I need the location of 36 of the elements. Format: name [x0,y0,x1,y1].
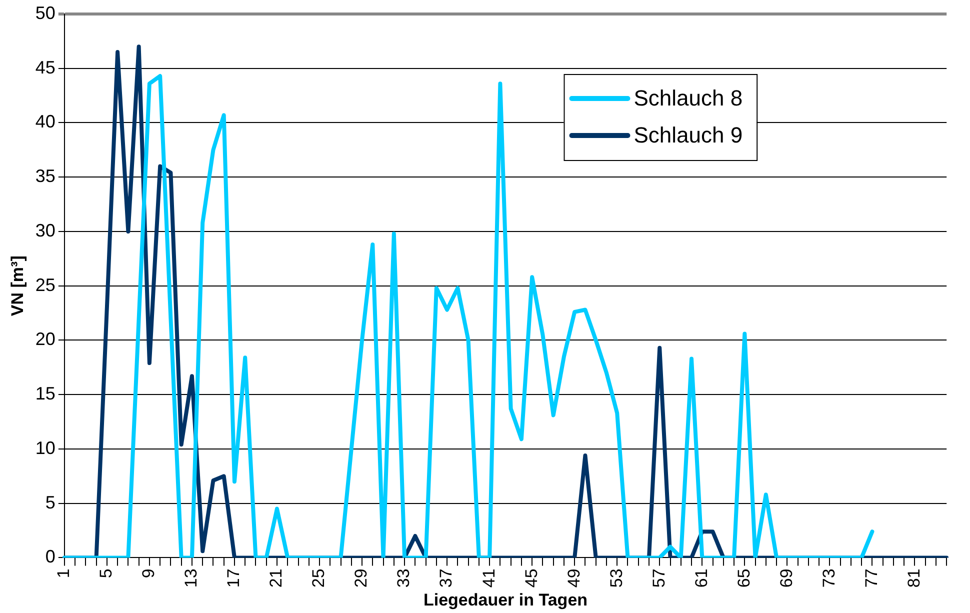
x-axis-title: Liegedauer in Tagen [423,590,588,610]
y-tick-label: 45 [35,57,56,78]
y-tick-label: 5 [45,492,56,512]
x-tick-label: 21 [266,568,286,588]
x-tick-label: 17 [224,568,244,588]
x-tick-label: 65 [734,568,754,588]
y-tick-label: 30 [35,220,56,240]
x-tick-label: 61 [692,568,711,588]
x-tick-label: 73 [819,568,838,588]
x-tick-label: 1 [54,568,74,578]
x-tick-label: 9 [139,568,158,578]
x-tick-label: 57 [649,568,668,588]
y-tick-label: 35 [35,166,56,186]
y-tick-label: 40 [35,112,56,132]
legend-label: Schlauch 9 [634,122,743,148]
x-tick-label: 45 [522,568,541,588]
x-tick-label: 53 [606,568,626,588]
x-tick-label: 69 [776,568,796,588]
x-tick-label: 33 [394,568,414,588]
x-tick-label: 29 [352,568,371,588]
y-tick-label: 50 [35,2,56,23]
x-tick-label: 49 [564,568,584,588]
y-tick-label: 20 [35,329,56,350]
y-axis-title: VN [m³] [8,256,27,316]
x-tick-label: 37 [436,568,456,588]
y-tick-label: 10 [35,438,56,458]
x-tick-label: 13 [182,568,201,588]
x-tick-label: 5 [96,568,116,578]
y-tick-label: 0 [45,546,56,567]
x-tick-label: 77 [862,568,881,588]
x-tick-label: 25 [309,568,328,588]
legend-label: Schlauch 8 [634,86,743,111]
y-tick-label: 25 [35,274,56,295]
x-tick-label: 41 [479,568,498,588]
y-tick-label: 15 [35,384,56,404]
x-tick-label: 81 [904,568,924,588]
